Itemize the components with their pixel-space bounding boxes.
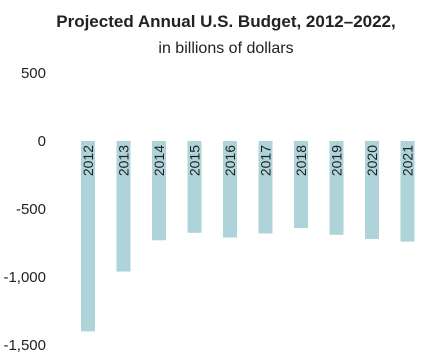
category-labels: 2012 2013 2014 2015 2016 2017 2018 2019 2020 2021 [80,145,416,176]
chart-title: Projected Annual U.S. Budget, 2012–2022, [56,12,396,31]
bar-2020 [365,141,379,239]
category-label-2020: 2020 [364,145,380,176]
category-label-2021: 2021 [400,145,416,176]
bar-2019 [329,141,344,235]
bar-2013 [116,141,131,272]
category-label-2012: 2012 [80,145,96,176]
category-label-2015: 2015 [187,145,203,176]
y-tick-label: 500 [21,65,46,82]
category-label-2017: 2017 [258,145,274,176]
y-axis-tick-labels: 500 0 -500 -1,000 -1,500 [3,65,46,354]
bar-2021 [400,141,415,242]
category-label-2014: 2014 [151,145,167,176]
category-label-2018: 2018 [293,145,309,176]
bar-2015 [187,141,202,233]
bar-2014 [152,141,166,241]
bar-2018 [294,141,308,229]
y-tick-label: -1,000 [3,269,46,286]
bar-2012 [81,141,95,332]
category-label-2013: 2013 [116,145,132,176]
category-label-2019: 2019 [329,145,345,176]
y-tick-label: -1,500 [3,337,46,354]
bar-2016 [223,141,237,238]
y-tick-label: 0 [38,133,46,150]
bar-series [81,141,415,332]
y-tick-label: -500 [16,201,46,218]
chart-subtitle: in billions of dollars [158,40,293,57]
category-label-2016: 2016 [222,145,238,176]
bar-2017 [258,141,273,234]
